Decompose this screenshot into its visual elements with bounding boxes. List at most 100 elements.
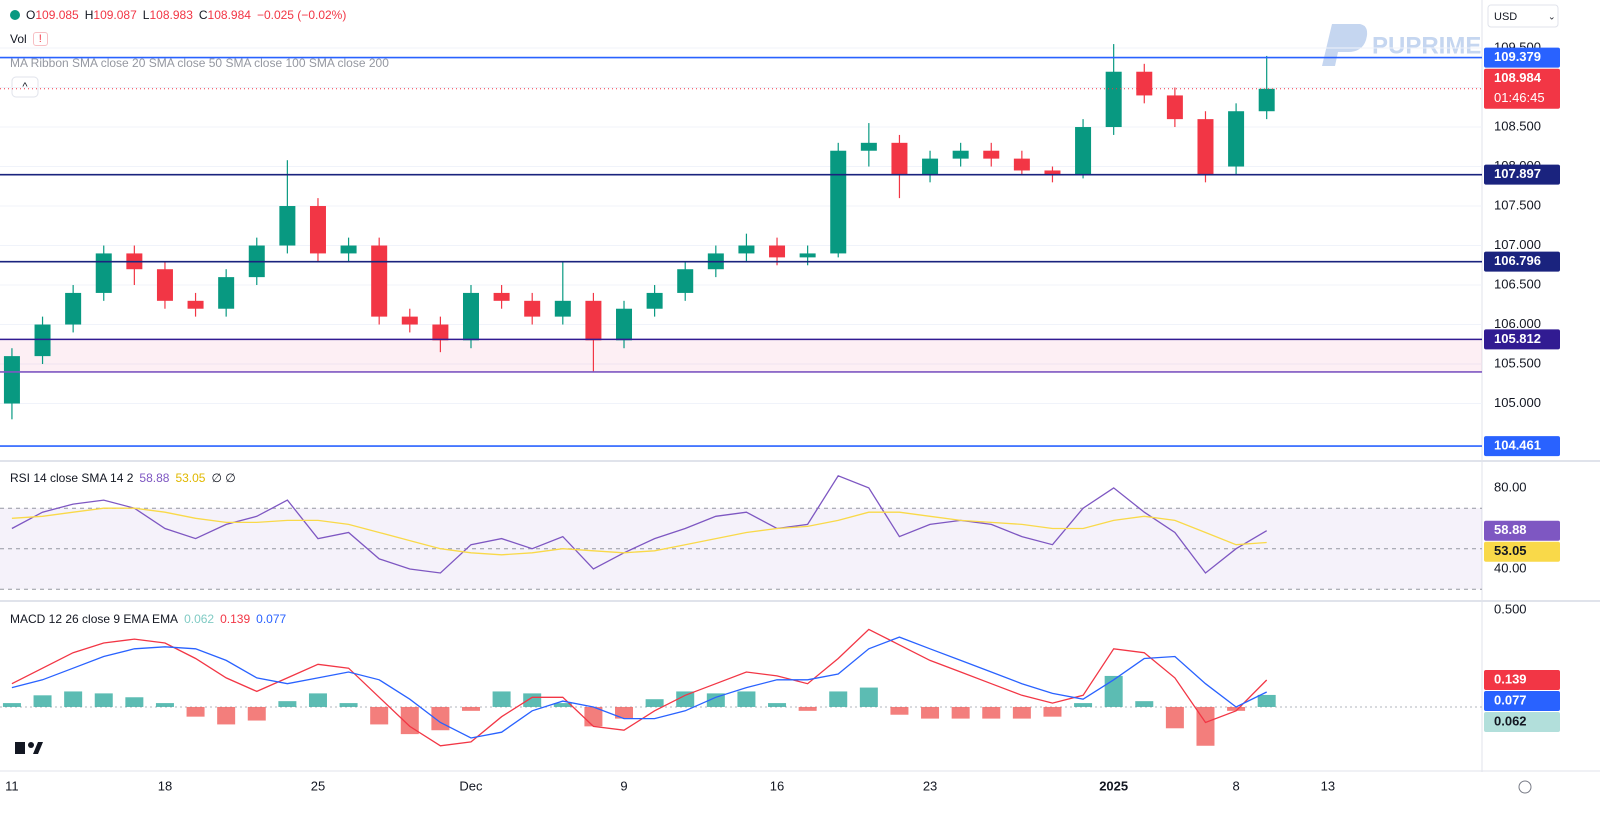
zone	[0, 339, 1482, 372]
ohlc-item: O109.085	[26, 8, 79, 22]
candle-body	[677, 269, 694, 293]
histogram-bar	[1104, 675, 1123, 707]
y-tick-label: 0.500	[1494, 601, 1527, 616]
candle-body	[1136, 71, 1153, 96]
y-tick-label: 107.500	[1494, 197, 1541, 212]
y-tick-label: 40.00	[1494, 560, 1527, 575]
collapse-button[interactable]	[11, 76, 39, 98]
histogram-bar	[615, 706, 634, 719]
histogram-bar	[859, 687, 878, 707]
candle-body	[922, 158, 939, 175]
candle-body	[891, 142, 908, 175]
macd-tag-bg	[1484, 670, 1560, 691]
ohlc-name: C	[198, 8, 208, 22]
x-tick-label: 13	[1321, 778, 1335, 793]
candle-body	[1166, 95, 1183, 120]
candle-body	[156, 269, 173, 301]
x-tick-label: 11	[5, 778, 19, 793]
histogram-bar	[829, 691, 848, 707]
histogram-bar	[982, 706, 1001, 719]
candle-body	[585, 300, 602, 341]
signal-value: 0.077	[256, 612, 287, 626]
histogram-bar	[921, 706, 940, 719]
candle-body	[1044, 170, 1061, 175]
level-tag-bg	[1484, 436, 1560, 457]
histogram-bar	[125, 697, 144, 707]
histogram-bar	[645, 699, 664, 707]
histogram-bar	[768, 703, 787, 707]
rsi-title: RSI 14 close SMA 14 2	[10, 471, 134, 485]
change: −0.025 (−0.02%)	[256, 8, 347, 22]
level-tag-bg	[1484, 47, 1560, 68]
histogram-bar	[890, 706, 909, 715]
y-tick-label: 106.500	[1494, 276, 1541, 291]
rsi-extra: ∅ ∅	[211, 471, 236, 485]
x-tick-label: Dec	[459, 778, 483, 793]
candle-body	[1013, 158, 1030, 171]
rsi-line	[11, 474, 1268, 574]
macd-line	[11, 636, 1267, 739]
vol-alert[interactable]: !	[32, 32, 48, 46]
histogram-bar	[431, 706, 450, 731]
x-tick-label: 25	[311, 778, 325, 793]
candle-body	[34, 324, 51, 357]
level-tag-bg	[1484, 164, 1560, 185]
ohlc-item: C108.984	[199, 8, 251, 22]
candle-body	[830, 150, 847, 254]
level-tag: 104.461	[1494, 438, 1541, 453]
y-tick-label: 105.000	[1494, 395, 1541, 410]
histogram-bar	[553, 703, 572, 707]
ohlc-value: 108.984	[207, 8, 251, 22]
candle-body	[1228, 111, 1245, 167]
histogram-bar	[1257, 694, 1276, 707]
macd-tag-bg	[1484, 712, 1560, 733]
x-tick-label: 9	[620, 778, 627, 793]
candle-body	[738, 245, 755, 254]
candle-body	[371, 245, 388, 317]
logo-part	[15, 742, 25, 754]
histogram-bar	[94, 693, 113, 707]
vol-label: Vol	[10, 32, 27, 46]
macd-tag: 0.139	[1494, 671, 1527, 686]
histogram-bar	[706, 693, 725, 707]
x-tick-label: 2025	[1099, 778, 1128, 793]
y-tick-label: 108.500	[1494, 118, 1541, 133]
candle-body	[401, 316, 418, 325]
x-tick-label: 23	[923, 778, 937, 793]
ohlc-name: L	[142, 8, 150, 22]
ma-label: MA Ribbon SMA close 20 SMA close 50 SMA …	[10, 56, 389, 70]
level-tag-bg	[1484, 329, 1560, 350]
y-tick-label: 80.00	[1494, 479, 1527, 494]
candle-body	[1105, 71, 1122, 128]
candle-body	[616, 308, 633, 341]
level-tag: 105.812	[1494, 331, 1541, 346]
histogram-bar	[339, 703, 358, 707]
macd-tag-bg	[1484, 691, 1560, 712]
histogram-bar	[247, 706, 266, 721]
y-tick-label: 106.000	[1494, 316, 1541, 331]
histogram-bar	[1165, 706, 1184, 729]
histogram-bar	[1043, 706, 1062, 717]
candle-body	[1075, 127, 1092, 175]
rsi-value: 58.88	[139, 471, 170, 485]
currency-label[interactable]: USD	[1494, 11, 1517, 23]
main-legend: O109.085 H109.087 L108.983 C108.984 −0.025 …	[10, 8, 346, 22]
histogram-bar	[523, 693, 542, 707]
candle-body	[340, 245, 357, 254]
ohlc-value: 109.087	[93, 8, 137, 22]
candle-body	[769, 245, 786, 258]
brand-name: PUPRIME	[1372, 32, 1481, 59]
tradingview-logo	[15, 742, 43, 754]
candle-body	[493, 292, 510, 301]
histogram-bar	[1012, 706, 1031, 719]
currency-select[interactable]	[1487, 4, 1559, 28]
status-dot	[10, 10, 20, 20]
settings-button[interactable]	[1518, 780, 1532, 794]
level-tag: 106.796	[1494, 253, 1541, 268]
histogram-bar	[308, 693, 327, 707]
histogram-bar	[217, 706, 236, 725]
ohlc-name: H	[84, 8, 94, 22]
candle-body	[279, 206, 296, 246]
